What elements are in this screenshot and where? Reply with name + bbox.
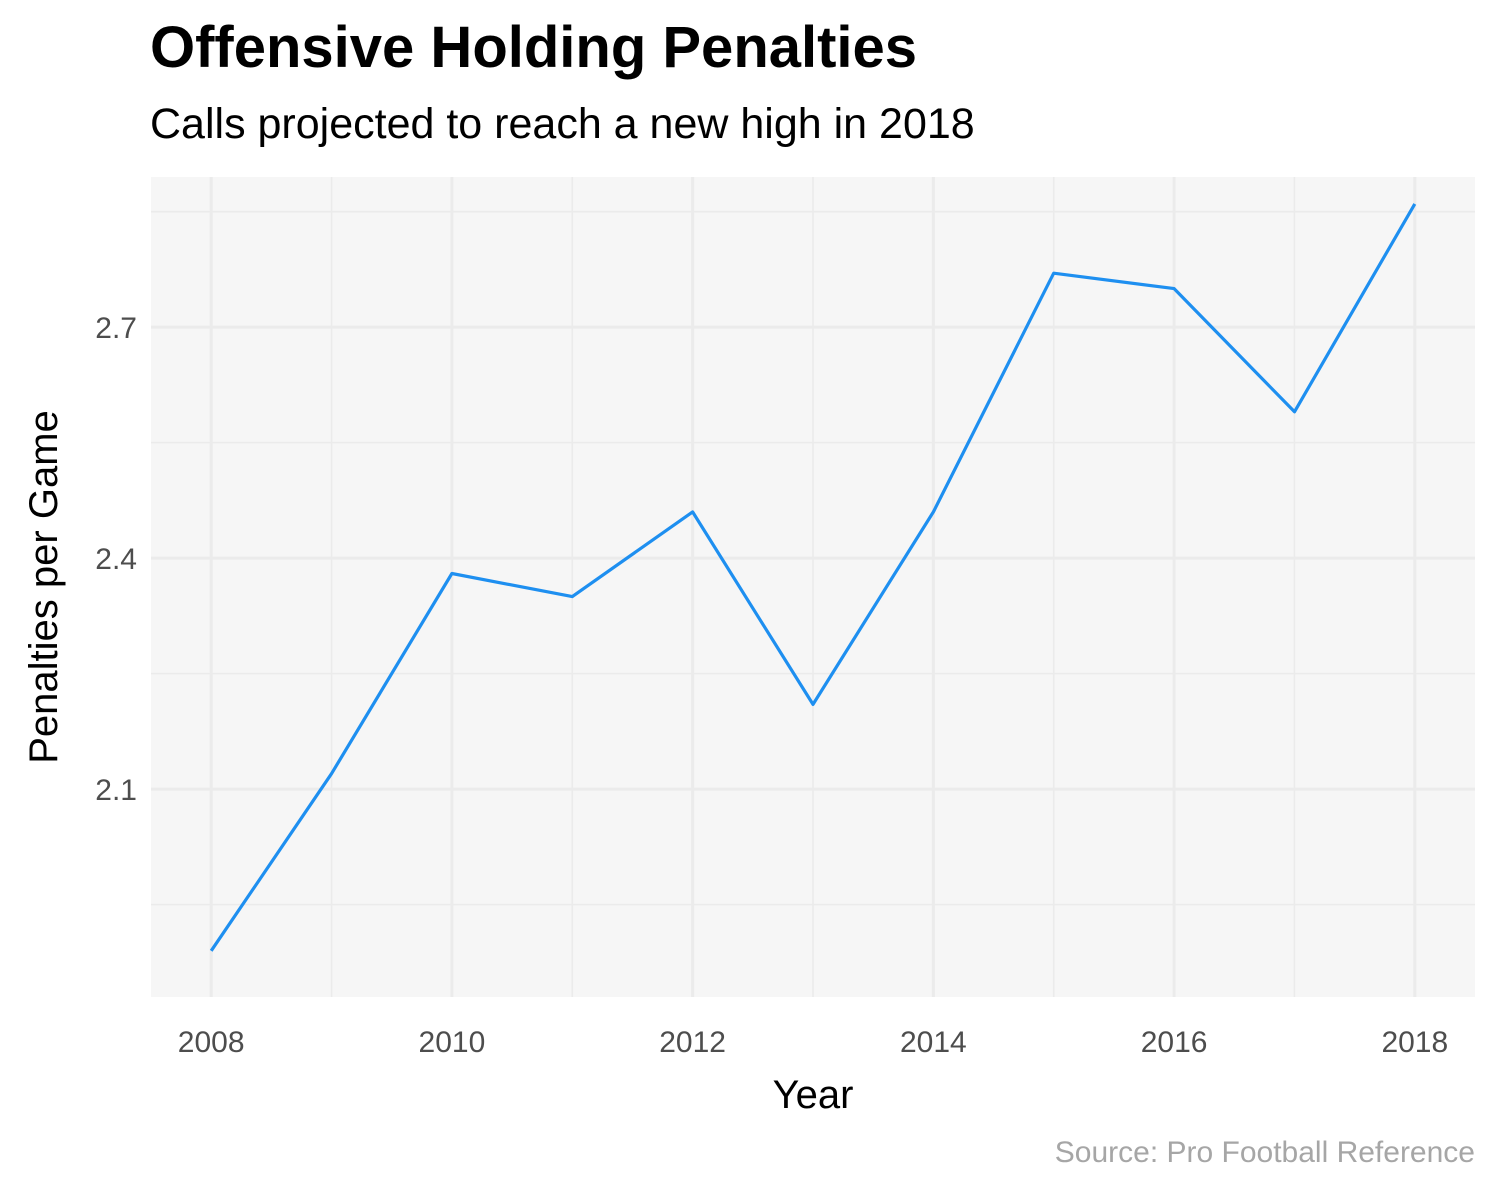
x-tick-label-1: 2010 xyxy=(419,1026,486,1059)
series-line xyxy=(209,203,1417,952)
source-caption: Source: Pro Football Reference xyxy=(1054,1136,1475,1169)
x-tick-label-0: 2008 xyxy=(178,1026,245,1059)
x-axis-tick-labels: 2008 2010 2012 2014 2016 2018 xyxy=(178,1026,1448,1059)
x-axis-title: Year xyxy=(773,1073,854,1117)
major-gridlines xyxy=(151,177,1475,997)
minor-gridlines xyxy=(151,177,1475,997)
y-tick-label-0: 2.1 xyxy=(95,774,137,807)
x-tick-label-4: 2016 xyxy=(1141,1026,1208,1059)
y-axis-title: Penalties per Game xyxy=(22,410,66,764)
chart-title: Offensive Holding Penalties xyxy=(150,15,918,80)
chart-subtitle: Calls projected to reach a new high in 2… xyxy=(150,100,975,148)
x-tick-label-5: 2018 xyxy=(1381,1026,1448,1059)
x-tick-label-2: 2012 xyxy=(659,1026,726,1059)
y-tick-label-1: 2.4 xyxy=(95,543,137,576)
y-axis-tick-labels: 2.1 2.4 2.7 xyxy=(95,312,137,807)
x-tick-label-3: 2014 xyxy=(900,1026,967,1059)
data-points xyxy=(211,203,1415,951)
y-tick-label-2: 2.7 xyxy=(95,312,137,345)
